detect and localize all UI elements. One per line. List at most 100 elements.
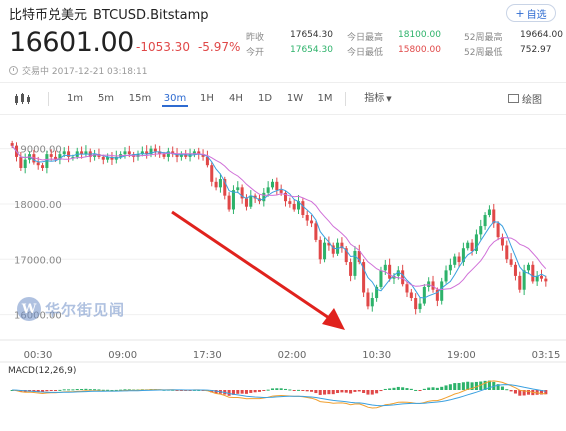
macd-bar <box>331 390 335 395</box>
macd-bar <box>379 390 383 392</box>
macd-bar <box>292 390 296 391</box>
macd-bar <box>392 387 396 390</box>
candle <box>249 195 253 207</box>
candle <box>305 215 309 221</box>
macd-bar <box>396 386 400 390</box>
macd-bar <box>305 390 309 392</box>
candle <box>336 242 340 254</box>
interval-1w[interactable]: 1W <box>286 93 304 104</box>
candle <box>275 181 279 191</box>
candle <box>110 156 114 160</box>
candle <box>366 292 370 307</box>
candle <box>496 223 500 238</box>
macd-bar <box>431 387 435 390</box>
x-tick-label: 00:30 <box>24 350 53 361</box>
candle <box>175 154 179 157</box>
candlestick-chart[interactable]: 19000.0018000.0017000.0016000.0000:3009:… <box>0 118 566 426</box>
candle <box>440 281 444 301</box>
candle <box>162 154 166 157</box>
watermark-text: 华尔街见闻 <box>45 300 126 319</box>
candle <box>383 264 387 271</box>
macd-bar <box>375 390 379 394</box>
interval-1mo[interactable]: 1M <box>317 93 333 104</box>
indicator-dropdown[interactable]: 指标 ▼ <box>362 91 394 107</box>
candle <box>414 298 418 310</box>
candle <box>19 156 23 168</box>
candle <box>500 237 504 246</box>
candle <box>93 154 97 157</box>
macd-bar <box>266 389 270 391</box>
candle <box>262 192 266 202</box>
macd-bar <box>101 389 105 391</box>
interval-30m[interactable]: 30m <box>162 91 188 107</box>
candle <box>531 264 535 282</box>
macd-bar <box>270 388 275 390</box>
divider <box>0 114 566 115</box>
macd-bar <box>370 390 374 395</box>
macd-bar <box>318 390 322 395</box>
draw-icon <box>508 94 519 103</box>
candle <box>71 156 75 158</box>
macd-bar <box>275 388 279 390</box>
candlestick-type-icon[interactable] <box>14 93 32 105</box>
macd-bar <box>283 388 288 390</box>
candle <box>327 242 331 246</box>
chart-toolbar: 1m 5m 15m 30m 1H 4H 1D 1W 1M 指标 ▼ 绘图 <box>0 88 566 110</box>
macd-bar <box>41 390 45 393</box>
macd-bar <box>253 390 257 393</box>
candle <box>427 281 431 287</box>
candle <box>106 156 110 160</box>
candle <box>479 226 483 235</box>
interval-1d[interactable]: 1D <box>257 93 273 104</box>
macd-bar <box>288 389 292 391</box>
candle <box>544 278 548 282</box>
candle <box>418 303 422 310</box>
macd-dea-line <box>12 384 546 407</box>
macd-bar <box>119 389 123 391</box>
candle <box>67 151 71 157</box>
draw-tool-button[interactable]: 绘图 <box>508 91 542 106</box>
candle <box>448 264 452 271</box>
change-value: -1053.30 <box>136 40 190 54</box>
candle <box>140 151 144 155</box>
add-to-watchlist-button[interactable]: + 自选 <box>506 4 556 22</box>
candle <box>431 281 435 290</box>
macd-bar <box>314 390 318 394</box>
candle <box>292 203 296 210</box>
candle <box>453 256 457 265</box>
interval-1h[interactable]: 1H <box>200 93 214 104</box>
toolbar-separator <box>48 92 49 106</box>
macd-bar <box>505 389 509 391</box>
interval-15m[interactable]: 15m <box>128 93 152 104</box>
candle <box>158 151 162 155</box>
macd-bar <box>80 388 84 390</box>
candle <box>297 201 301 210</box>
macd-bar <box>231 390 235 395</box>
macd-bar <box>526 390 530 395</box>
stat-day-low: 今日最低 15800.00 <box>347 45 441 58</box>
price-change: -1053.30 -5.97% <box>136 40 240 54</box>
macd-bar <box>448 384 452 390</box>
candle <box>492 209 496 224</box>
stat-prev-close: 昨收 17654.30 <box>246 30 333 43</box>
interval-5m[interactable]: 5m <box>97 93 115 104</box>
candle <box>457 256 461 263</box>
candle <box>310 220 314 224</box>
macd-bar <box>84 388 88 390</box>
macd-bar <box>297 389 301 391</box>
macd-bar <box>336 390 340 394</box>
macd-bar <box>114 389 118 391</box>
candle <box>474 234 478 251</box>
interval-4h[interactable]: 4H <box>229 93 243 104</box>
divider <box>0 82 566 83</box>
macd-bar <box>62 389 66 391</box>
interval-1m[interactable]: 1m <box>66 93 84 104</box>
candle <box>279 190 283 193</box>
macd-bar <box>418 390 422 391</box>
candle <box>210 165 214 182</box>
candle <box>58 154 62 160</box>
x-tick-label: 19:00 <box>447 350 476 361</box>
annotation-arrow-head <box>322 308 345 330</box>
candle <box>192 151 196 155</box>
wallstreetcn-logo-icon: W <box>17 297 41 321</box>
